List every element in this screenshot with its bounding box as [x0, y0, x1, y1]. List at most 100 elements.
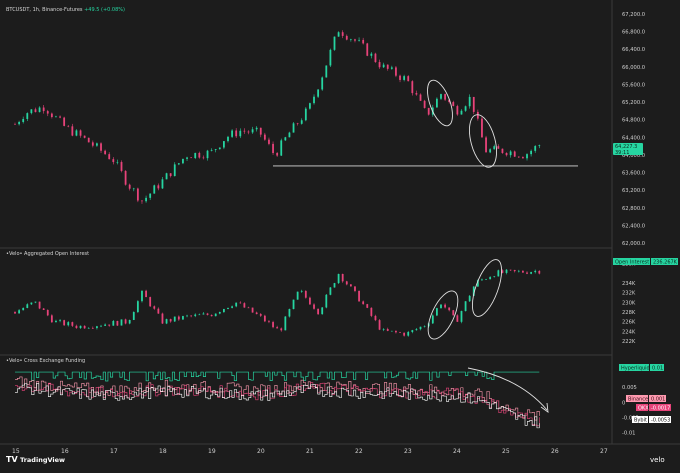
candle-body [464, 106, 467, 111]
candle-body [296, 291, 299, 300]
y-tick-label: 66,800.0 [622, 30, 645, 36]
y-tick-label: 63,600.0 [622, 171, 645, 177]
candle-body [313, 96, 315, 104]
candle-body [91, 142, 94, 146]
candle-body [321, 77, 324, 90]
candle-body [34, 301, 37, 303]
funding-series-line [15, 383, 540, 429]
candle-body [345, 35, 348, 40]
candle-body [489, 149, 492, 153]
candle-body [132, 188, 135, 190]
candle-body [460, 110, 463, 115]
candle-body [452, 310, 455, 316]
x-tick-label: 24 [453, 448, 461, 455]
y-tick-label: 228K [622, 310, 636, 316]
candle-body [415, 93, 418, 95]
annotation-ellipse-3[interactable] [422, 287, 464, 343]
candle-body [22, 307, 25, 311]
y-tick-label: -0.005 [622, 415, 639, 421]
annotation-ellipse-4[interactable] [466, 256, 507, 320]
candle-body [104, 324, 107, 326]
candle-body [79, 130, 82, 136]
candle-body [186, 157, 188, 159]
y-tick-label: 66,400.0 [622, 47, 645, 53]
candle-body [100, 143, 102, 151]
candle-body [403, 332, 406, 336]
candle-body [18, 310, 20, 314]
candle-body [354, 286, 356, 291]
candle-body [530, 272, 533, 274]
y-tick-label: 222K [622, 339, 636, 345]
tradingview-logo[interactable]: TV TradingView [6, 455, 65, 464]
tradingview-label: TradingView [20, 456, 65, 464]
annotation-arrow-head[interactable] [540, 402, 549, 413]
candle-body [79, 325, 82, 329]
candle-body [145, 290, 147, 298]
candle-body [481, 118, 483, 138]
candle-body [194, 314, 197, 317]
candle-body [292, 299, 295, 310]
candle-body [75, 325, 78, 329]
last-price-value: 64,227.3 [615, 144, 637, 150]
x-tick-label: 20 [257, 448, 265, 455]
candle-body [259, 127, 262, 135]
candle-body [358, 290, 360, 302]
candle-body [534, 270, 537, 273]
candle-body [374, 53, 377, 63]
candle-body [341, 32, 344, 36]
candle-body [530, 150, 533, 155]
tag-bybit-value-bg [649, 416, 671, 423]
annotation-ellipse-1[interactable] [422, 77, 457, 129]
annotation-ellipse-2[interactable] [464, 112, 501, 170]
y-tick-label: 64,000.0 [622, 153, 645, 159]
y-tick-label: 0 [622, 400, 625, 406]
candle-body [276, 152, 279, 156]
candle-body [497, 146, 500, 149]
candle-body [108, 154, 111, 160]
candle-body [251, 129, 254, 133]
candle-body [382, 64, 385, 68]
y-tick-label: -0.01 [622, 430, 635, 436]
y-tick-label: 66,000.0 [622, 65, 645, 71]
candle-body [251, 307, 254, 313]
candle-body [255, 127, 258, 130]
candle-body [227, 136, 229, 142]
candle-body [263, 134, 266, 140]
y-tick-label: 65,200.0 [622, 100, 645, 106]
candle-body [63, 117, 66, 126]
tag-hyperliquid-bg [619, 364, 649, 371]
oi-pane-title: •Velo• Aggregated Open Interest [6, 251, 89, 257]
candle-body [341, 273, 344, 282]
candle-body [96, 143, 98, 146]
candle-body [132, 312, 135, 320]
candle-body [116, 162, 119, 163]
candle-body [407, 332, 410, 336]
annotation-arrow-line[interactable] [467, 367, 548, 411]
candle-body [194, 152, 197, 159]
candle-body [509, 151, 512, 156]
candle-body [218, 147, 221, 150]
candle-body [403, 76, 406, 80]
velo-logo: velo [650, 456, 665, 464]
candle-body [476, 111, 479, 119]
candle-body [481, 279, 483, 281]
candle-body [153, 306, 156, 309]
candle-body [444, 304, 446, 308]
candle-body [227, 307, 229, 309]
candle-body [100, 325, 102, 327]
candle-body [182, 158, 184, 164]
funding-pane-title: •Velo• Cross Exchange Funding [6, 358, 85, 364]
candle-body [517, 270, 520, 272]
candle-body [505, 269, 508, 273]
price-pane-title: BTCUSDT, 1h, Binance-Futures +49.5 (+0.0… [6, 7, 125, 13]
candle-body [534, 146, 537, 151]
candle-body [46, 309, 49, 316]
candle-body [235, 130, 238, 137]
oi-value-tag-bg [651, 258, 678, 265]
candle-body [522, 157, 524, 159]
candle-body [202, 313, 205, 315]
candle-body [362, 301, 365, 305]
candle-body [476, 280, 479, 287]
